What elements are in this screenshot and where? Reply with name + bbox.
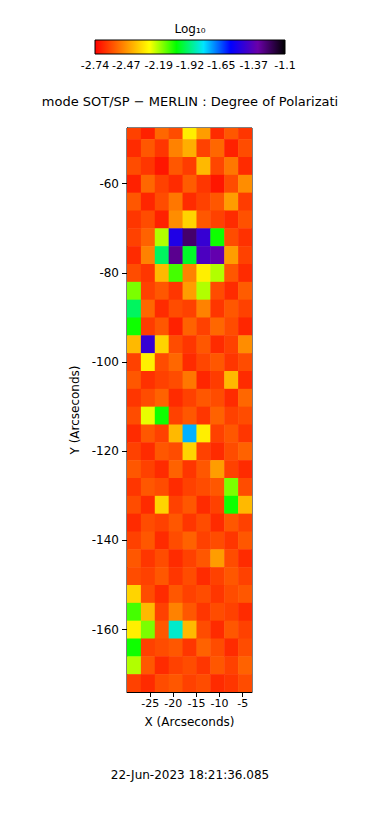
svg-text:-80: -80 [99, 266, 119, 280]
svg-text:-1.92: -1.92 [176, 59, 204, 72]
svg-text:-1.65: -1.65 [207, 59, 235, 72]
svg-text:X (Arcseconds): X (Arcseconds) [145, 715, 235, 729]
svg-text:-60: -60 [99, 177, 119, 191]
svg-text:mode SOT/SP − MERLIN : Degree: mode SOT/SP − MERLIN : Degree of Polariz… [42, 94, 338, 109]
svg-text:-160: -160 [92, 623, 119, 637]
svg-text:-140: -140 [92, 533, 119, 547]
svg-text:-100: -100 [92, 355, 119, 369]
svg-text:-2.19: -2.19 [144, 59, 172, 72]
svg-text:-25: -25 [141, 697, 159, 710]
svg-text:-20: -20 [164, 697, 182, 710]
svg-text:-2.47: -2.47 [112, 59, 140, 72]
svg-text:-2.74: -2.74 [81, 59, 109, 72]
svg-text:Y (Arcseconds): Y (Arcseconds) [68, 365, 82, 455]
svg-text:-120: -120 [92, 444, 119, 458]
svg-text:22-Jun-2023 18:21:36.085: 22-Jun-2023 18:21:36.085 [111, 768, 269, 782]
svg-text:-1.37: -1.37 [239, 59, 267, 72]
svg-text:-15: -15 [187, 697, 205, 710]
svg-text:-1.1: -1.1 [274, 59, 295, 72]
svg-text:Log₁₀: Log₁₀ [174, 22, 205, 36]
svg-text:-5: -5 [237, 697, 248, 710]
svg-text:-10: -10 [211, 697, 229, 710]
